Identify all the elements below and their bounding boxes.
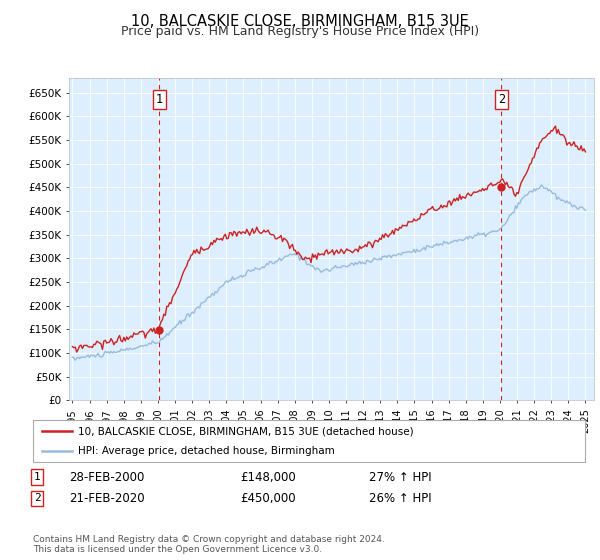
Text: 10, BALCASKIE CLOSE, BIRMINGHAM, B15 3UE (detached house): 10, BALCASKIE CLOSE, BIRMINGHAM, B15 3UE… [78, 426, 413, 436]
Text: £450,000: £450,000 [240, 492, 296, 505]
Text: Contains HM Land Registry data © Crown copyright and database right 2024.
This d: Contains HM Land Registry data © Crown c… [33, 535, 385, 554]
Text: Price paid vs. HM Land Registry's House Price Index (HPI): Price paid vs. HM Land Registry's House … [121, 25, 479, 38]
Text: 26% ↑ HPI: 26% ↑ HPI [369, 492, 431, 505]
Text: 1: 1 [34, 472, 41, 482]
Text: 27% ↑ HPI: 27% ↑ HPI [369, 470, 431, 484]
Text: 2: 2 [34, 493, 41, 503]
Text: £148,000: £148,000 [240, 470, 296, 484]
Text: HPI: Average price, detached house, Birmingham: HPI: Average price, detached house, Birm… [78, 446, 335, 456]
Text: 10, BALCASKIE CLOSE, BIRMINGHAM, B15 3UE: 10, BALCASKIE CLOSE, BIRMINGHAM, B15 3UE [131, 14, 469, 29]
Text: 21-FEB-2020: 21-FEB-2020 [69, 492, 145, 505]
Text: 1: 1 [156, 93, 163, 106]
Text: 2: 2 [498, 93, 505, 106]
Text: 28-FEB-2000: 28-FEB-2000 [69, 470, 145, 484]
